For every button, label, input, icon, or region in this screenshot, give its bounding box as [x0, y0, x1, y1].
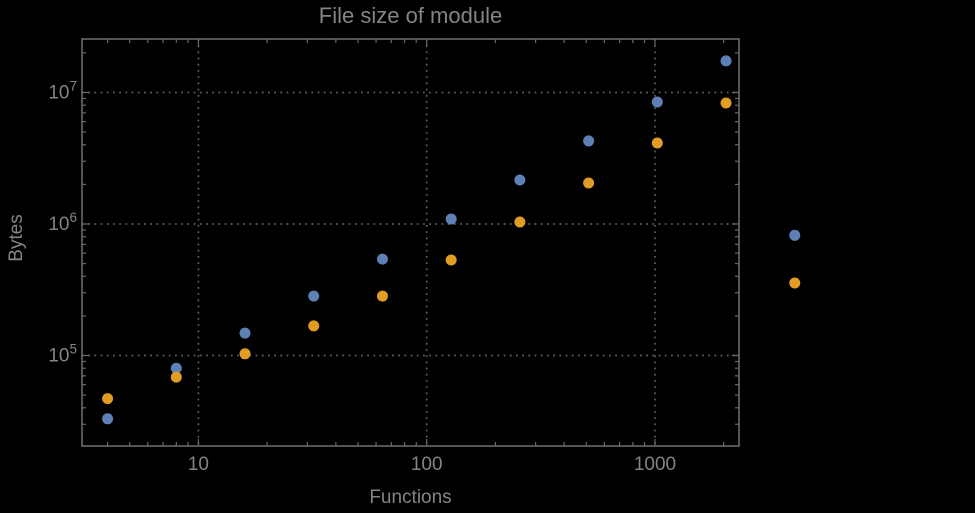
data-point-orange	[651, 137, 663, 149]
data-point-blue	[651, 96, 663, 108]
data-point-orange	[583, 177, 595, 189]
x-tick-label-1000: 1000	[634, 454, 676, 475]
data-point-orange	[102, 393, 114, 405]
x-tick-label-10: 10	[188, 454, 209, 475]
data-point-orange	[308, 320, 320, 332]
y-tick-label-10^5: 105	[48, 341, 77, 366]
data-point-orange	[789, 277, 801, 289]
data-point-blue	[583, 135, 595, 147]
data-point-blue	[308, 290, 320, 302]
chart-title: File size of module	[318, 3, 503, 28]
x-tick-label-100: 100	[411, 454, 443, 475]
data-point-orange	[514, 216, 526, 228]
y-tick-label-10^6: 106	[48, 210, 77, 235]
data-point-blue	[102, 413, 114, 425]
data-point-blue	[376, 253, 388, 265]
data-point-blue	[170, 362, 182, 374]
data-point-orange	[239, 348, 251, 360]
y-tick-label-10^7: 107	[48, 78, 77, 103]
data-point-orange	[376, 290, 388, 302]
data-point-blue	[239, 327, 251, 339]
data-point-blue	[789, 229, 801, 241]
data-point-blue	[514, 174, 526, 186]
data-point-orange	[720, 97, 732, 109]
data-point-blue	[720, 55, 732, 67]
x-axis-label: Functions	[369, 487, 452, 508]
y-axis-label: Bytes	[6, 214, 27, 262]
data-point-orange	[170, 371, 182, 383]
plot-frame	[81, 38, 740, 447]
data-point-orange	[445, 254, 457, 266]
data-point-blue	[445, 213, 457, 225]
